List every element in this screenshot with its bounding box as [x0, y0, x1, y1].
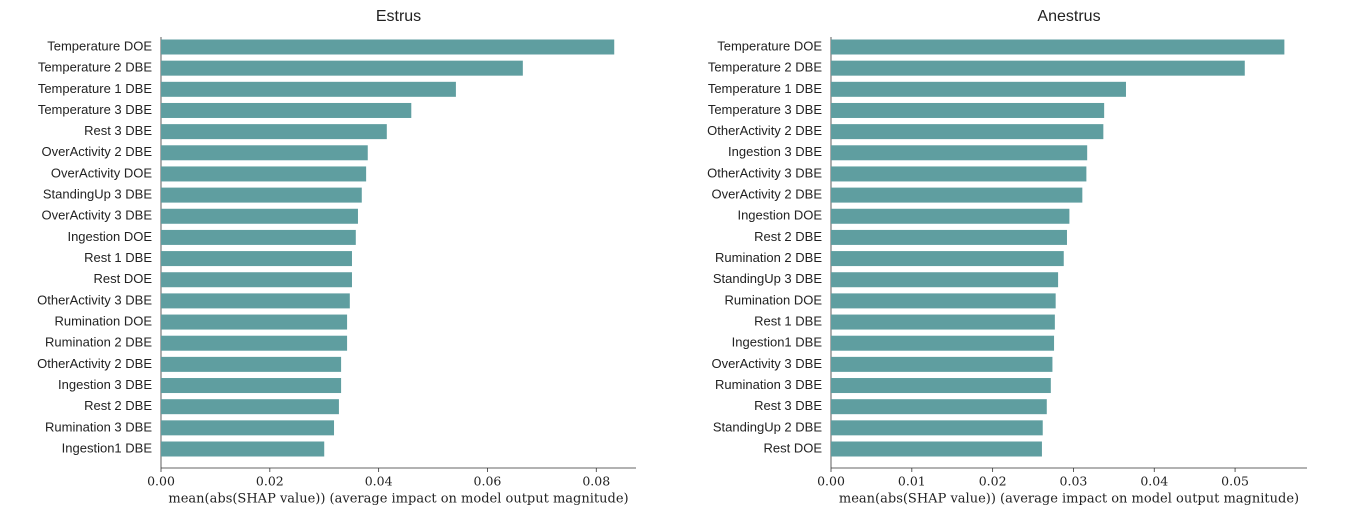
y-tick-label: Rest 3 DBE — [84, 123, 152, 138]
y-tick-label: StandingUp 3 DBE — [713, 271, 822, 286]
bar — [161, 145, 368, 161]
y-tick-label: OverActivity DOE — [51, 165, 152, 180]
bar — [831, 102, 1105, 118]
x-tick-label: 0.00 — [817, 474, 845, 489]
bar — [161, 208, 358, 224]
y-tick-label: Ingestion 3 DBE — [58, 377, 152, 392]
y-tick-label: OverActivity 2 DBE — [711, 187, 822, 202]
bar — [161, 314, 348, 330]
bar — [161, 124, 387, 140]
x-tick-label: 0.04 — [365, 474, 393, 489]
x-axis-label: mean(abs(SHAP value)) (average impact on… — [839, 492, 1299, 507]
y-tick-label: Ingestion1 DBE — [62, 440, 153, 455]
x-tick-label: 0.02 — [256, 474, 284, 489]
y-tick-label: Rest 2 DBE — [754, 229, 822, 244]
y-tick-label: Rumination DOE — [724, 292, 822, 307]
y-tick-label: Rest DOE — [93, 271, 152, 286]
bar — [161, 187, 362, 203]
y-tick-label: Rumination 3 DBE — [45, 419, 152, 434]
y-tick-label: Rest 2 DBE — [84, 398, 152, 413]
bar — [831, 81, 1126, 97]
x-tick-label: 0.05 — [1221, 474, 1249, 489]
bar — [831, 60, 1245, 76]
x-tick-label: 0.03 — [1060, 474, 1088, 489]
y-tick-label: Rest 3 DBE — [754, 398, 822, 413]
y-tick-label: Ingestion 3 DBE — [728, 144, 822, 159]
bar — [831, 420, 1043, 436]
y-tick-label: Temperature 2 DBE — [38, 60, 152, 75]
y-tick-label: Ingestion1 DBE — [732, 335, 823, 350]
bar — [161, 229, 356, 245]
bar — [831, 39, 1285, 55]
bar — [161, 293, 350, 309]
y-tick-label: Rumination 3 DBE — [715, 377, 822, 392]
x-axis-label: mean(abs(SHAP value)) (average impact on… — [168, 492, 628, 507]
chart-title: Estrus — [376, 8, 421, 25]
bar — [161, 81, 456, 97]
y-tick-label: Rest DOE — [763, 440, 822, 455]
x-tick-label: 0.06 — [474, 474, 502, 489]
bar — [161, 335, 348, 351]
y-tick-label: OverActivity 3 DBE — [711, 356, 822, 371]
y-tick-label: Temperature 1 DBE — [38, 81, 152, 96]
y-tick-label: OtherActivity 2 DBE — [707, 123, 822, 138]
y-tick-label: Rumination DOE — [54, 313, 152, 328]
y-tick-label: Rumination 2 DBE — [715, 250, 822, 265]
bar — [161, 441, 325, 457]
bar — [161, 356, 342, 372]
bar — [831, 124, 1104, 140]
y-tick-label: Temperature 2 DBE — [708, 60, 822, 75]
y-tick-label: Temperature 1 DBE — [708, 81, 822, 96]
bar — [161, 251, 352, 267]
y-tick-label: Ingestion DOE — [67, 229, 152, 244]
y-tick-label: StandingUp 2 DBE — [713, 419, 822, 434]
bar — [831, 187, 1083, 203]
bar — [161, 420, 335, 436]
x-tick-label: 0.08 — [582, 474, 610, 489]
y-tick-label: OtherActivity 2 DBE — [37, 356, 152, 371]
y-tick-label: Temperature DOE — [47, 38, 152, 53]
y-tick-label: OtherActivity 3 DBE — [37, 292, 152, 307]
x-tick-label: 0.04 — [1140, 474, 1168, 489]
y-tick-label: Temperature DOE — [717, 38, 822, 53]
y-tick-label: Rumination 2 DBE — [45, 335, 152, 350]
bar — [161, 378, 342, 394]
bar — [831, 166, 1087, 182]
bar — [831, 208, 1070, 224]
bar — [831, 399, 1047, 415]
bar — [831, 293, 1056, 309]
bar — [161, 399, 339, 415]
y-tick-label: Rest 1 DBE — [84, 250, 152, 265]
y-tick-label: Temperature 3 DBE — [38, 102, 152, 117]
bar — [831, 229, 1067, 245]
y-tick-label: Ingestion DOE — [737, 208, 822, 223]
bar — [831, 335, 1055, 351]
bar — [831, 314, 1055, 330]
y-tick-label: Rest 1 DBE — [754, 313, 822, 328]
y-tick-label: OverActivity 2 DBE — [41, 144, 152, 159]
chart-title: Anestrus — [1037, 8, 1100, 25]
y-tick-label: Temperature 3 DBE — [708, 102, 822, 117]
bar — [161, 102, 412, 118]
x-tick-label: 0.02 — [979, 474, 1007, 489]
bar — [831, 378, 1051, 394]
y-tick-label: OverActivity 3 DBE — [41, 208, 152, 223]
bar — [161, 272, 352, 288]
y-tick-label: OtherActivity 3 DBE — [707, 165, 822, 180]
y-tick-label: StandingUp 3 DBE — [43, 187, 152, 202]
bar — [831, 356, 1053, 372]
bar — [831, 251, 1064, 267]
bar — [161, 39, 615, 55]
x-tick-label: 0.01 — [898, 474, 926, 489]
bar — [161, 60, 523, 76]
x-tick-label: 0.00 — [147, 474, 175, 489]
bar — [831, 272, 1059, 288]
bar — [831, 145, 1088, 161]
bar — [161, 166, 367, 182]
bar — [831, 441, 1042, 457]
